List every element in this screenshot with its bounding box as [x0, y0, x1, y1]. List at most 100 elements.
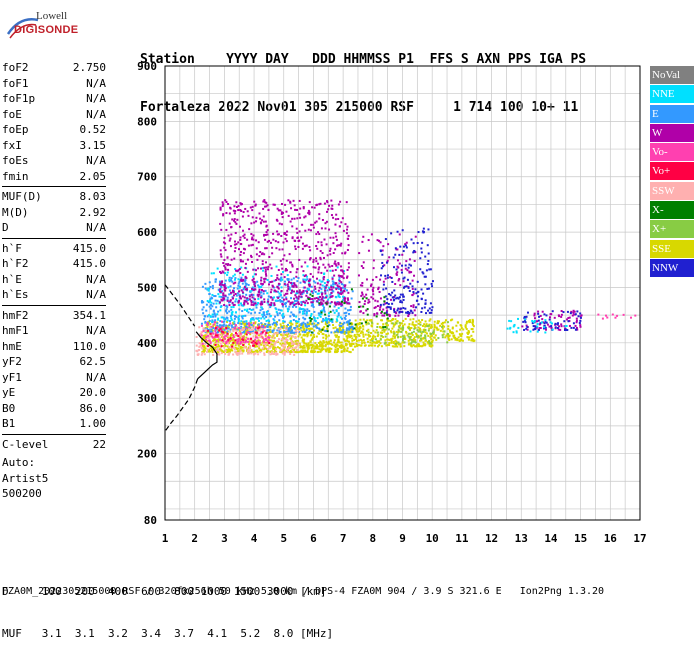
echo-point [250, 328, 253, 331]
echo-point [374, 335, 377, 338]
echo-point [219, 249, 222, 252]
echo-point [354, 319, 357, 322]
echo-point [348, 323, 351, 326]
echo-point [218, 280, 221, 283]
echo-point [336, 284, 339, 287]
echo-point [390, 331, 393, 334]
echo-point [405, 260, 408, 263]
echo-point [367, 301, 370, 304]
echo-point [426, 244, 429, 247]
echo-point [350, 325, 353, 328]
echo-point [335, 238, 338, 241]
echo-point [218, 345, 221, 348]
echo-point [336, 266, 339, 269]
echo-point [537, 310, 540, 313]
echo-point [222, 261, 225, 264]
echo-point [423, 343, 426, 346]
echo-point [264, 205, 267, 208]
echo-point [285, 325, 288, 328]
echo-point [214, 330, 217, 333]
param-value: 415.0 [72, 257, 106, 270]
echo-point [386, 276, 389, 279]
echo-point [306, 350, 309, 353]
echo-point [253, 281, 256, 284]
echo-point [306, 323, 309, 326]
echo-point [280, 276, 283, 279]
echo-point [219, 320, 222, 323]
echo-point [339, 324, 342, 327]
echo-point [282, 332, 285, 335]
echo-point [301, 330, 304, 333]
echo-point [337, 217, 340, 220]
echo-point [234, 325, 237, 328]
echo-point [411, 334, 414, 337]
echo-point [264, 247, 267, 250]
echo-point [239, 329, 242, 332]
echo-point [402, 326, 405, 329]
echo-point [235, 201, 238, 204]
echo-point [287, 332, 290, 335]
echo-point [208, 348, 211, 351]
echo-point [307, 296, 310, 299]
echo-point [420, 345, 423, 348]
echo-point [415, 299, 418, 302]
echo-point [347, 340, 350, 343]
echo-point [304, 349, 307, 352]
echo-point [412, 340, 415, 343]
echo-point [337, 338, 340, 341]
echo-point [226, 330, 229, 333]
distance-row: D 100 200 400 600 800 1000 1500 3000 [km… [2, 585, 327, 598]
echo-point [389, 307, 392, 310]
echo-point [239, 272, 242, 275]
echo-point [248, 330, 251, 333]
echo-point [205, 309, 208, 312]
echo-point [328, 249, 331, 252]
echo-point [421, 230, 424, 233]
echo-point [257, 295, 260, 298]
echo-point [406, 278, 409, 281]
echo-point [238, 337, 241, 340]
echo-point [283, 353, 286, 356]
echo-point [224, 309, 227, 312]
echo-point [349, 305, 352, 308]
echo-point [234, 268, 237, 271]
echo-point [334, 268, 337, 271]
echo-point [225, 308, 228, 311]
echo-point [311, 336, 314, 339]
echo-point [428, 268, 431, 271]
echo-point [245, 283, 248, 286]
echo-point [261, 332, 264, 335]
echo-point [326, 325, 329, 328]
echo-point [417, 231, 420, 234]
echo-point [427, 287, 430, 290]
echo-point [391, 302, 394, 305]
echo-point [253, 344, 256, 347]
echo-point [297, 301, 300, 304]
echo-point [217, 331, 220, 334]
echo-point [280, 348, 283, 351]
echo-point [395, 340, 398, 343]
echo-point [384, 335, 387, 338]
echo-point [447, 325, 450, 328]
echo-point [308, 201, 311, 204]
echo-point [377, 333, 380, 336]
echo-point [282, 241, 285, 244]
echo-point [228, 350, 231, 353]
echo-point [297, 246, 300, 249]
echo-point [289, 261, 292, 264]
echo-point [236, 347, 239, 350]
echo-point [226, 271, 229, 274]
echo-point [274, 279, 277, 282]
echo-point [262, 200, 265, 203]
echo-point [257, 340, 260, 343]
echo-point [366, 288, 369, 291]
echo-point [236, 342, 239, 345]
echo-point [265, 274, 268, 277]
echo-point [430, 345, 433, 348]
echo-point [335, 344, 338, 347]
echo-point [401, 293, 404, 296]
echo-point [411, 323, 414, 326]
echo-point [212, 315, 215, 318]
plot-frame [164, 65, 641, 521]
echo-point [231, 343, 234, 346]
